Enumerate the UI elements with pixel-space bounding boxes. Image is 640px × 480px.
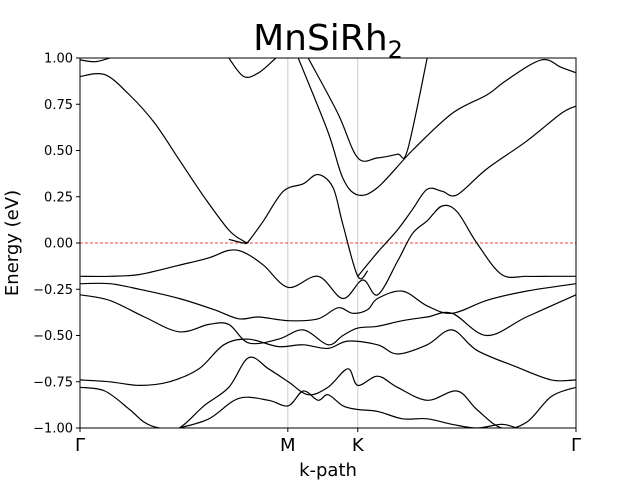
band-lines: [80, 58, 576, 428]
y-tick-label: −0.25: [33, 283, 73, 298]
band-line-8: [80, 204, 576, 300]
band-line-1: [80, 58, 110, 63]
y-tick-label: 1.00: [44, 52, 73, 67]
band-line-12: [80, 356, 576, 428]
band-line-10: [80, 294, 576, 346]
chart-title: MnSiRh2: [253, 18, 403, 64]
x-axis-label: k-path: [299, 460, 357, 480]
band-line-2: [228, 58, 277, 79]
y-tick-label: −0.75: [33, 375, 73, 390]
chart-title-subscript: 2: [388, 36, 403, 64]
y-tick-label: −1.00: [33, 422, 73, 437]
y-tick-label: 0.25: [44, 190, 73, 205]
x-tick-label: Γ: [571, 435, 581, 456]
y-tick-label: 0.00: [44, 237, 73, 252]
y-axis-ticks: 1.00 0.75 0.50 0.25 0.00 −0.25 −0.50 −0.75 −1.00: [33, 52, 80, 437]
band-line-13: [179, 390, 517, 428]
x-tick-label: M: [280, 435, 296, 456]
band-line-6: [228, 173, 369, 280]
x-tick-label: Γ: [75, 435, 85, 456]
band-line-5: [80, 72, 249, 244]
y-tick-label: −0.50: [33, 329, 73, 344]
y-tick-label: 0.75: [44, 98, 73, 113]
band-line-4: [297, 58, 576, 197]
band-line-9: [80, 282, 576, 322]
x-tick-label: K: [352, 435, 365, 456]
band-line-7: [357, 105, 576, 277]
y-tick-label: 0.50: [44, 144, 73, 159]
band-line-11: [80, 329, 576, 387]
chart-title-main: MnSiRh: [253, 18, 388, 59]
y-axis-label: Energy (eV): [2, 190, 23, 296]
band-line-3: [307, 58, 428, 162]
